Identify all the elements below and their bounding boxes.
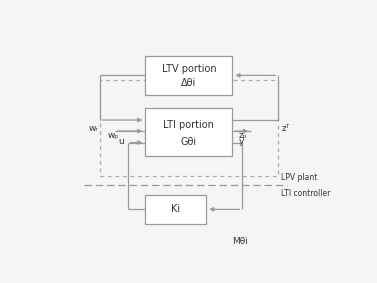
Text: zᵀ: zᵀ xyxy=(282,124,290,133)
FancyBboxPatch shape xyxy=(145,195,206,224)
Text: Ki: Ki xyxy=(171,204,180,215)
Text: LTV portion: LTV portion xyxy=(161,65,216,74)
FancyBboxPatch shape xyxy=(145,56,233,95)
Text: u: u xyxy=(118,137,124,146)
Text: wᵣ: wᵣ xyxy=(89,124,99,133)
Text: zₚ: zₚ xyxy=(239,130,248,140)
Text: y: y xyxy=(239,137,244,146)
Text: Δθi: Δθi xyxy=(181,78,196,88)
Text: Mθi: Mθi xyxy=(233,237,248,246)
FancyBboxPatch shape xyxy=(145,108,233,156)
Text: wₚ: wₚ xyxy=(107,130,118,140)
Text: LTI portion: LTI portion xyxy=(163,120,214,130)
Text: LPV plant: LPV plant xyxy=(282,173,318,182)
Text: LTI controller: LTI controller xyxy=(282,188,331,198)
Text: Gθi: Gθi xyxy=(181,137,197,147)
